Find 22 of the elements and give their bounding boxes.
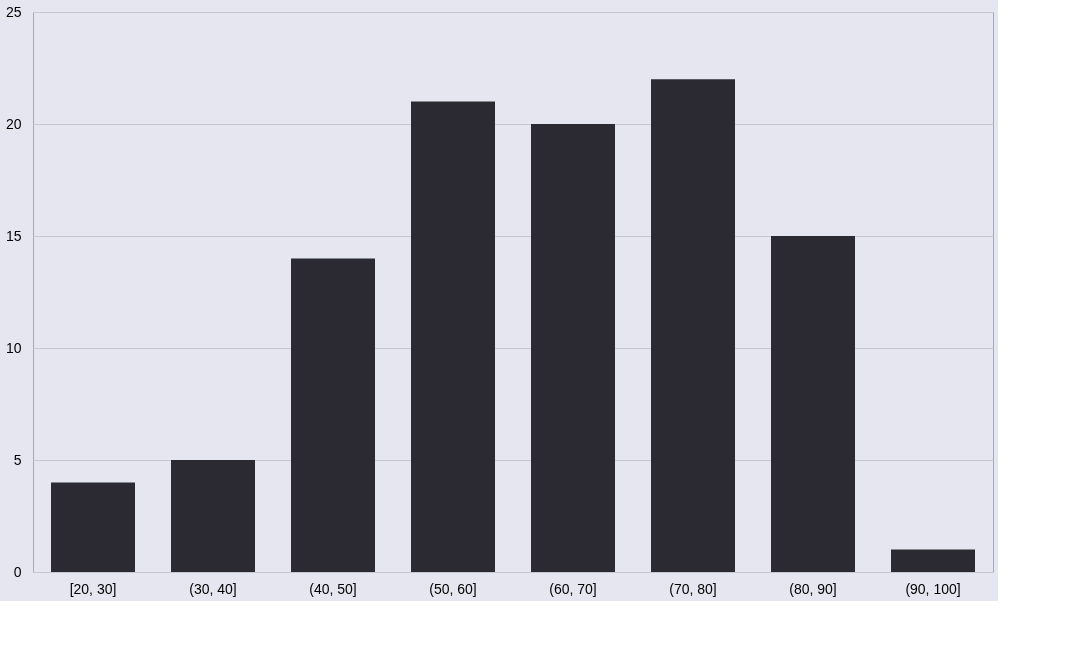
x-tick-label: (90, 100] [905,580,961,597]
bar [651,79,735,572]
x-tick-label: (60, 70] [549,580,597,597]
y-tick-label: 25 [5,3,22,20]
bar [891,549,975,572]
x-tick-label: (50, 60] [429,580,477,597]
y-tick-label: 5 [13,451,22,468]
y-tick-label: 10 [5,339,22,356]
bar [171,460,255,572]
bar [531,124,615,572]
x-tick-label: (40, 50] [309,580,357,597]
bar [771,236,855,572]
bar [411,101,495,572]
x-tick-label: (30, 40] [189,580,237,597]
y-tick-label: 0 [13,563,22,580]
bar [291,258,375,572]
x-tick-label: (70, 80] [669,580,717,597]
x-tick-label: (80, 90] [789,580,837,597]
y-tick-label: 20 [5,115,22,132]
x-tick-label: [20, 30] [69,580,117,597]
bar [51,482,135,572]
y-tick-label: 15 [5,227,22,244]
